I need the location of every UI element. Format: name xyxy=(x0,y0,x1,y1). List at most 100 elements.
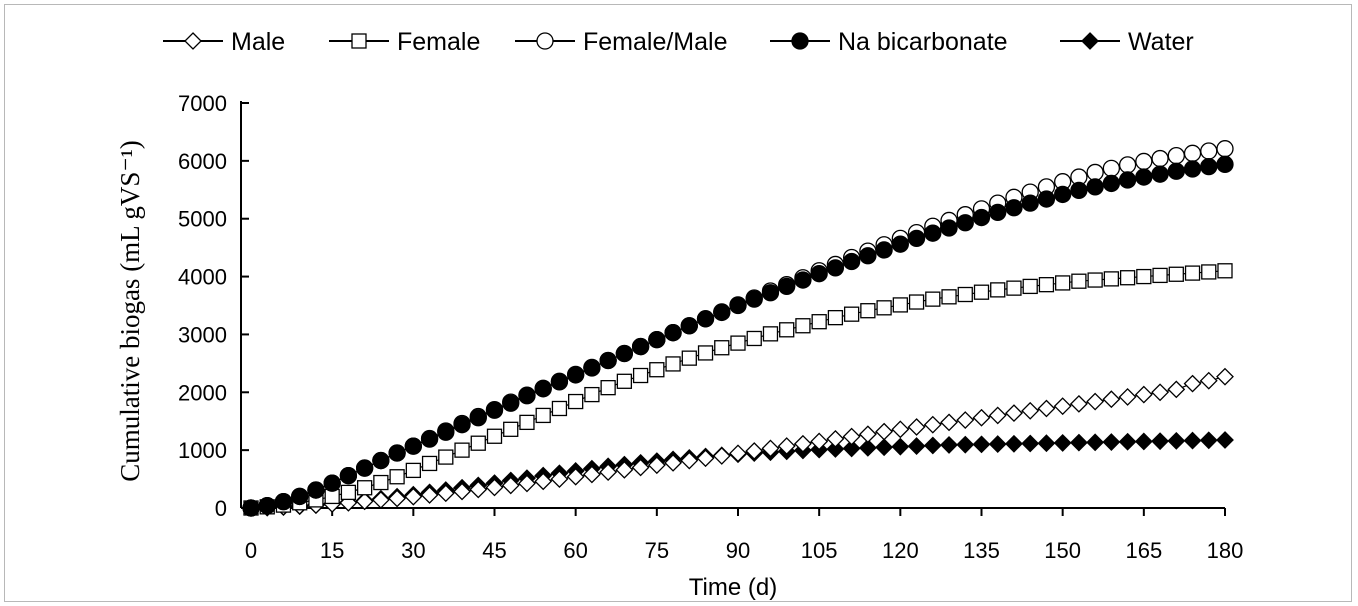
data-point-male xyxy=(729,444,747,463)
data-point-water xyxy=(1183,431,1202,450)
data-point-na-bicarbonate xyxy=(664,324,682,342)
legend-label: Na bicarbonate xyxy=(838,28,1008,56)
data-point-male xyxy=(842,427,861,446)
data-point-na-bicarbonate xyxy=(388,444,406,462)
data-point-na-bicarbonate xyxy=(989,203,1007,222)
data-point-male xyxy=(826,429,845,448)
data-point-female xyxy=(373,474,389,491)
x-tick-label: 180 xyxy=(1207,538,1244,563)
data-point-na-bicarbonate xyxy=(1054,185,1072,204)
data-point-na-bicarbonate xyxy=(372,451,390,470)
axes xyxy=(240,101,1225,509)
data-point-female-male xyxy=(1118,156,1137,174)
data-point-male xyxy=(1199,371,1218,390)
data-point-water xyxy=(1199,431,1218,450)
data-point-water xyxy=(842,439,861,458)
data-point-female xyxy=(925,291,941,307)
x-tick-label: 45 xyxy=(482,538,506,563)
data-point-na-bicarbonate xyxy=(599,351,617,370)
data-point-na-bicarbonate xyxy=(437,423,455,441)
data-point-female xyxy=(486,428,503,444)
data-point-na-bicarbonate xyxy=(1135,168,1153,186)
legend-label: Female xyxy=(397,28,480,56)
data-point-male xyxy=(777,437,796,456)
data-point-water xyxy=(1216,431,1234,449)
data-point-na-bicarbonate xyxy=(794,271,812,289)
data-point-water xyxy=(1037,434,1056,453)
legend-item-male: Male xyxy=(163,28,285,56)
data-point-male xyxy=(485,478,504,497)
data-point-na-bicarbonate xyxy=(1102,174,1121,193)
data-point-female xyxy=(389,469,405,485)
data-point-female xyxy=(665,356,681,372)
data-point-water xyxy=(1118,432,1137,451)
legend-item-na-bicarbonate: Na bicarbonate xyxy=(770,28,1008,56)
x-axis-title: Time (d) xyxy=(689,574,777,601)
data-point-na-bicarbonate xyxy=(1037,190,1056,208)
data-point-na-bicarbonate xyxy=(924,224,942,242)
data-point-na-bicarbonate xyxy=(583,359,601,377)
data-point-male xyxy=(355,492,374,511)
data-point-na-bicarbonate xyxy=(534,380,552,398)
data-point-na-bicarbonate xyxy=(550,373,569,391)
data-point-male xyxy=(1134,385,1153,404)
data-point-male xyxy=(647,456,666,475)
data-point-male xyxy=(761,439,780,458)
biogas-chart: Male Female Female/Male Na bicarbonate Water… xyxy=(115,28,1244,601)
data-point-female xyxy=(1152,267,1168,284)
data-point-na-bicarbonate xyxy=(1183,160,1202,178)
data-point-female xyxy=(421,455,438,472)
series-layer xyxy=(242,140,1234,517)
data-point-water xyxy=(923,436,942,455)
data-point-female xyxy=(876,300,892,316)
data-point-male xyxy=(566,467,585,486)
data-point-female-male xyxy=(1167,146,1185,165)
data-point-na-bicarbonate xyxy=(631,337,650,356)
data-point-female xyxy=(1136,268,1152,285)
data-point-water xyxy=(1053,433,1072,452)
x-tick-label: 90 xyxy=(726,538,750,563)
data-point-male xyxy=(1069,394,1088,413)
legend-marker-female xyxy=(351,33,367,49)
data-point-male xyxy=(712,447,731,465)
legend-item-female-male: Female/Male xyxy=(515,28,728,56)
y-tick-label: 2000 xyxy=(178,380,227,405)
x-tick-label: 0 xyxy=(245,538,257,563)
data-point-female xyxy=(1201,264,1217,280)
data-point-na-bicarbonate xyxy=(567,366,585,384)
data-point-male xyxy=(615,460,634,479)
data-point-female xyxy=(697,345,714,361)
data-point-male xyxy=(1005,404,1023,423)
data-point-male xyxy=(501,476,520,495)
data-point-na-bicarbonate xyxy=(1200,157,1218,176)
data-point-male xyxy=(371,490,390,509)
chart-frame: Male Female Female/Male Na bicarbonate Water… xyxy=(4,4,1352,602)
data-point-female xyxy=(535,407,551,424)
data-point-na-bicarbonate xyxy=(307,481,325,499)
data-point-na-bicarbonate xyxy=(891,235,909,253)
data-point-male xyxy=(582,465,601,484)
data-point-female-male xyxy=(1200,142,1218,160)
data-point-water xyxy=(858,438,877,457)
data-point-water xyxy=(956,435,975,454)
data-point-male xyxy=(1216,367,1234,386)
y-tick-label: 6000 xyxy=(178,149,227,174)
data-point-female xyxy=(681,350,697,366)
data-point-female xyxy=(714,340,730,356)
data-point-water xyxy=(1005,434,1023,453)
data-point-male xyxy=(1053,397,1072,416)
data-point-water xyxy=(1021,434,1040,453)
data-point-na-bicarbonate xyxy=(404,437,422,455)
data-point-male xyxy=(988,406,1007,425)
data-point-male xyxy=(972,408,991,427)
data-point-male xyxy=(420,486,439,504)
data-point-na-bicarbonate xyxy=(339,466,358,485)
legend-marker-na-bicarbonate xyxy=(791,32,809,50)
data-point-na-bicarbonate xyxy=(615,344,634,363)
data-point-female xyxy=(811,314,827,330)
data-point-female xyxy=(746,330,762,347)
legend: Male Female Female/Male Na bicarbonate Water xyxy=(163,28,1194,56)
data-point-na-bicarbonate xyxy=(842,252,861,271)
x-tick-label: 135 xyxy=(963,538,1000,563)
data-point-female xyxy=(1184,265,1201,281)
